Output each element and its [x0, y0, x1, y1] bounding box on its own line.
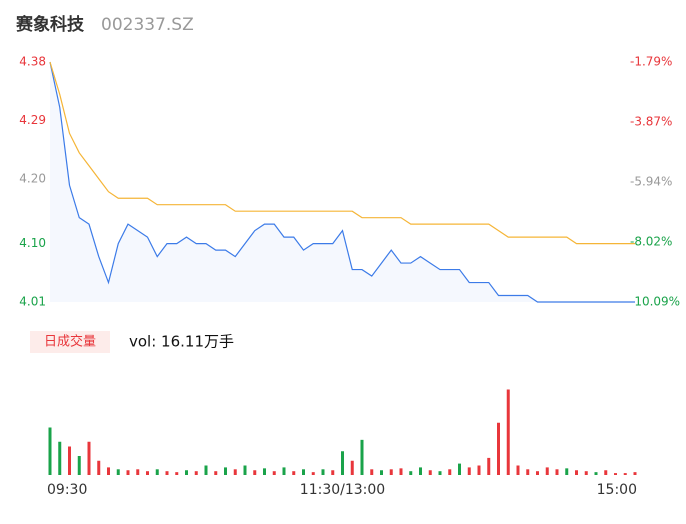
volume-bar [575, 470, 578, 475]
volume-bar [633, 472, 637, 475]
y2-tick-label: -10.09% [630, 295, 680, 309]
volume-bar [185, 470, 188, 475]
y2-tick-label: -3.87% [630, 115, 672, 129]
x-tick-label: 15:00 [597, 482, 637, 498]
y-tick-label: 4.20 [19, 171, 46, 185]
volume-bar [233, 469, 237, 475]
y-tick-label: 4.10 [19, 236, 46, 250]
x-tick-label: 11:30/13:00 [300, 482, 385, 498]
y-tick-label: 4.38 [19, 55, 46, 69]
volume-bar [467, 467, 471, 475]
volume-bar [97, 460, 101, 475]
volume-bar [107, 467, 110, 475]
volume-bar [565, 468, 569, 475]
volume-bar [497, 422, 500, 475]
volume-bar [370, 469, 374, 475]
volume-bar [175, 472, 179, 475]
volume-bar [477, 465, 481, 475]
volume-bar [302, 469, 305, 475]
volume-bar [487, 457, 491, 475]
volume-bar [263, 468, 266, 475]
volume-bar [165, 471, 169, 475]
volume-total: vol: 16.11万手 [129, 333, 234, 351]
volume-bar [526, 469, 530, 475]
y2-tick-label: -1.79% [630, 55, 672, 69]
volume-bar [292, 471, 296, 475]
volume-bar [448, 469, 452, 475]
stock-code: 002337.SZ [101, 15, 194, 35]
volume-tab[interactable]: 日成交量 [44, 334, 96, 350]
volume-bar [87, 441, 91, 475]
volume-bar [155, 469, 159, 475]
volume-bar [77, 456, 81, 475]
volume-bar [360, 439, 364, 475]
volume-bar [409, 471, 413, 475]
volume-bar [136, 469, 140, 475]
volume-bar [253, 470, 257, 475]
volume-bar [419, 467, 422, 475]
volume-bar [389, 469, 393, 475]
volume-bar [272, 471, 276, 475]
volume-bar [516, 465, 520, 475]
series-line [49, 61, 635, 303]
y-tick-label: 4.01 [19, 295, 46, 309]
volume-bar [594, 472, 598, 475]
y2-tick-label: -5.94% [630, 175, 672, 189]
volume-bar [331, 470, 335, 475]
volume-bar [438, 471, 442, 475]
volume-bar [536, 471, 539, 475]
volume-bar [555, 469, 559, 475]
volume-bar [545, 467, 549, 475]
volume-bar [58, 441, 62, 475]
volume-bar [350, 460, 354, 475]
volume-bar [243, 465, 247, 475]
price-area [50, 62, 635, 302]
stock-name: 赛象科技 [15, 14, 85, 35]
volume-bar [399, 468, 403, 475]
volume-bar [623, 473, 627, 475]
volume-bar [341, 451, 344, 475]
volume-bar [146, 471, 149, 475]
volume-bar [68, 446, 71, 475]
volume-bar [48, 427, 52, 475]
y2-tick-label: -8.02% [630, 235, 672, 249]
volume-bar [584, 471, 588, 475]
volume-bar [614, 473, 617, 475]
volume-bar [506, 389, 510, 475]
volume-bar [204, 465, 208, 475]
series-line [49, 61, 635, 245]
volume-bar [282, 467, 286, 475]
volume-bar [311, 472, 315, 475]
volume-bar [224, 467, 227, 475]
x-tick-label: 09:30 [47, 482, 87, 498]
volume-bar [116, 469, 120, 475]
volume-bar [604, 470, 608, 475]
y-tick-label: 4.29 [19, 113, 46, 127]
volume-bar [458, 463, 461, 475]
volume-bar [321, 469, 325, 475]
volume-bar [380, 470, 383, 475]
tab-bg[interactable] [30, 331, 110, 353]
volume-bar [126, 470, 130, 475]
volume-bar [428, 470, 432, 475]
volume-bar [194, 471, 198, 475]
volume-bar [214, 471, 218, 475]
